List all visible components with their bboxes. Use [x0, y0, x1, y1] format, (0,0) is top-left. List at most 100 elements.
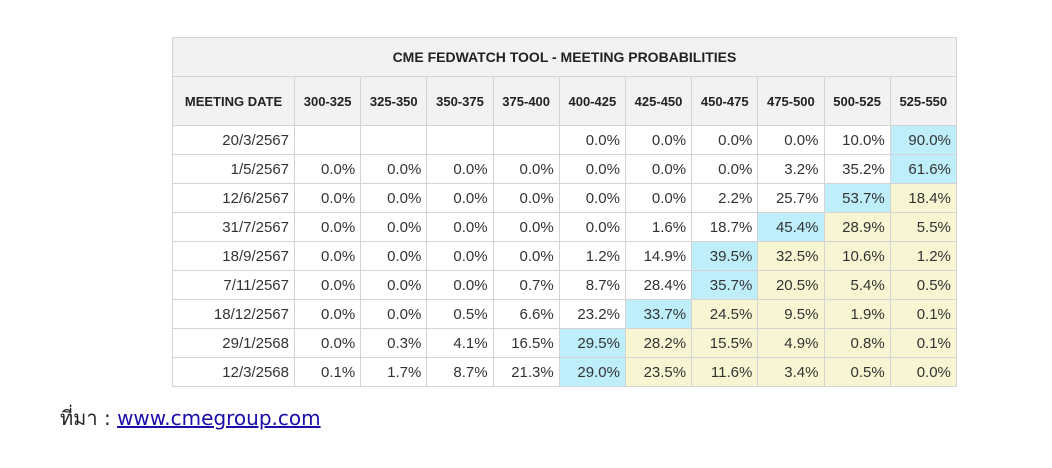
probability-cell: 0.0% — [558, 183, 626, 213]
probability-cell: 11.6% — [691, 357, 759, 387]
probability-cell: 1.2% — [889, 241, 957, 271]
probability-cell: 0.0% — [426, 183, 494, 213]
probability-cell: 3.2% — [757, 154, 825, 184]
probability-cell: 0.0% — [624, 154, 693, 184]
table-row: 18/12/2567 0.0% 0.0% 0.5% 6.6% 23.2% 33.7% 24.5… — [172, 299, 957, 329]
source-label: ที่มา : — [60, 406, 111, 430]
probability-cell: 25.7% — [757, 183, 825, 213]
probability-cell — [360, 125, 428, 155]
probability-cell: 23.2% — [558, 299, 626, 329]
probability-cell: 14.9% — [624, 241, 693, 271]
column-header-rate-range: 375-400 — [492, 76, 560, 126]
probability-cell: 29.5% — [558, 328, 626, 358]
probability-cell: 10.6% — [823, 241, 891, 271]
probability-cell: 18.4% — [889, 183, 957, 213]
probability-cell: 0.8% — [823, 328, 891, 358]
table-row: 7/11/2567 0.0% 0.0% 0.0% 0.7% 8.7% 28.4% 35.7% 2… — [172, 270, 957, 300]
table-row: 12/6/2567 0.0% 0.0% 0.0% 0.0% 0.0% 0.0% 2.2% 25.… — [172, 183, 957, 213]
probability-cell: 5.4% — [823, 270, 891, 300]
source-line: ที่มา : www.cmegroup.com — [60, 402, 321, 434]
probability-cell: 0.0% — [492, 241, 560, 271]
probability-cell: 28.2% — [624, 328, 693, 358]
probability-cell: 28.4% — [624, 270, 693, 300]
meeting-date-cell: 20/3/2567 — [172, 125, 295, 155]
column-header-row: MEETING DATE 300-325 325-350 350-375 375-40… — [172, 76, 957, 126]
column-header-rate-range: 350-375 — [426, 76, 494, 126]
column-header-rate-range: 400-425 — [558, 76, 626, 126]
probability-cell: 0.0% — [360, 212, 428, 242]
column-header-rate-range: 450-475 — [691, 76, 759, 126]
meeting-date-cell: 18/12/2567 — [172, 299, 295, 329]
probability-cell: 0.0% — [360, 183, 428, 213]
probability-cell: 35.2% — [823, 154, 891, 184]
probability-cell: 28.9% — [823, 212, 891, 242]
probability-cell: 0.1% — [889, 328, 957, 358]
probability-cell: 0.0% — [293, 212, 362, 242]
probability-cell: 10.0% — [823, 125, 891, 155]
table-title: CME FEDWATCH TOOL - MEETING PROBABILITIE… — [172, 37, 957, 77]
probability-cell: 0.0% — [426, 270, 494, 300]
column-header-rate-range: 475-500 — [757, 76, 825, 126]
probability-cell: 0.0% — [558, 212, 626, 242]
table-body: 20/3/2567 0.0% 0.0% 0.0% 0.0% 10.0% 90.0% 1/5/2… — [172, 125, 957, 387]
probability-cell: 0.3% — [360, 328, 428, 358]
probability-cell: 53.7% — [823, 183, 891, 213]
probability-cell: 0.0% — [293, 270, 362, 300]
probability-cell: 35.7% — [691, 270, 759, 300]
column-header-rate-range: 525-550 — [889, 76, 957, 126]
probability-cell: 23.5% — [624, 357, 693, 387]
table-row: 31/7/2567 0.0% 0.0% 0.0% 0.0% 0.0% 1.6% 18.7% 45… — [172, 212, 957, 242]
probability-cell: 33.7% — [624, 299, 693, 329]
probability-cell: 0.0% — [426, 212, 494, 242]
probability-cell: 0.0% — [293, 328, 362, 358]
probability-cell: 2.2% — [691, 183, 759, 213]
probability-cell: 0.0% — [293, 241, 362, 271]
probability-cell: 5.5% — [889, 212, 957, 242]
probability-cell: 61.6% — [889, 154, 957, 184]
probability-cell: 0.0% — [426, 241, 494, 271]
probability-cell: 0.0% — [293, 299, 362, 329]
probability-cell — [426, 125, 494, 155]
source-link[interactable]: www.cmegroup.com — [117, 406, 321, 430]
probability-cell: 0.1% — [293, 357, 362, 387]
probability-cell: 0.0% — [426, 154, 494, 184]
probability-cell: 0.0% — [691, 154, 759, 184]
probability-cell: 0.1% — [889, 299, 957, 329]
meeting-date-cell: 12/3/2568 — [172, 357, 295, 387]
probability-cell: 4.9% — [757, 328, 825, 358]
probability-cell: 0.7% — [492, 270, 560, 300]
probability-cell: 0.0% — [293, 183, 362, 213]
meeting-date-cell: 12/6/2567 — [172, 183, 295, 213]
meeting-date-cell: 31/7/2567 — [172, 212, 295, 242]
probability-cell: 0.0% — [624, 183, 693, 213]
table-row: 12/3/2568 0.1% 1.7% 8.7% 21.3% 29.0% 23.5% 11.6… — [172, 357, 957, 387]
column-header-rate-range: 325-350 — [360, 76, 428, 126]
probability-cell: 1.9% — [823, 299, 891, 329]
column-header-rate-range: 300-325 — [293, 76, 362, 126]
probability-cell: 1.2% — [558, 241, 626, 271]
column-header-meeting-date: MEETING DATE — [172, 76, 295, 126]
probability-cell: 0.0% — [360, 241, 428, 271]
probability-cell: 0.0% — [360, 270, 428, 300]
meeting-date-cell: 1/5/2567 — [172, 154, 295, 184]
probability-cell: 3.4% — [757, 357, 825, 387]
meeting-date-cell: 7/11/2567 — [172, 270, 295, 300]
probability-cell: 8.7% — [426, 357, 494, 387]
probability-cell: 0.0% — [360, 154, 428, 184]
probability-cell: 0.5% — [426, 299, 494, 329]
probability-cell: 0.5% — [889, 270, 957, 300]
probability-cell: 0.0% — [360, 299, 428, 329]
probability-cell: 0.0% — [624, 125, 693, 155]
probability-cell: 45.4% — [757, 212, 825, 242]
table-row: 20/3/2567 0.0% 0.0% 0.0% 0.0% 10.0% 90.0% — [172, 125, 957, 155]
probability-cell: 39.5% — [691, 241, 759, 271]
probability-cell: 1.6% — [624, 212, 693, 242]
probability-cell: 16.5% — [492, 328, 560, 358]
meeting-date-cell: 29/1/2568 — [172, 328, 295, 358]
column-header-rate-range: 425-450 — [624, 76, 693, 126]
probability-cell: 8.7% — [558, 270, 626, 300]
probability-cell: 18.7% — [691, 212, 759, 242]
probability-cell: 90.0% — [889, 125, 957, 155]
probability-cell: 0.0% — [558, 154, 626, 184]
probability-cell: 24.5% — [691, 299, 759, 329]
